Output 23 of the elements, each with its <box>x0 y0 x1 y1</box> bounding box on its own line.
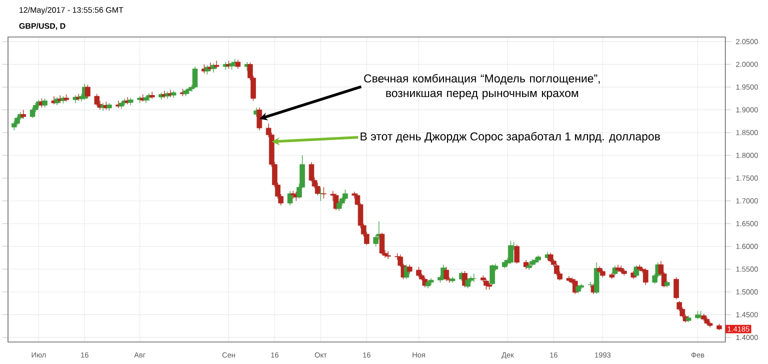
candlestick <box>42 98 48 108</box>
candlestick <box>416 266 422 278</box>
annotation: Свечная комбинация “Модель поглощение”, возникшая перед рыночным крахом <box>364 74 600 100</box>
text: 12/May/2017 - 13:55:56 GMT <box>20 6 124 14</box>
candlestick <box>30 107 36 118</box>
chart-title: GBP/USD, D <box>19 22 66 30</box>
candlestick <box>94 94 100 107</box>
candlestick <box>321 186 326 199</box>
candlestick <box>192 66 198 88</box>
candlestick <box>214 60 220 70</box>
candlestick <box>336 200 342 212</box>
candlestick <box>379 232 385 255</box>
candlestick <box>85 84 90 99</box>
candlestick <box>342 189 348 202</box>
candlestick <box>318 188 324 202</box>
candlestick <box>465 278 470 289</box>
candlestick <box>514 244 520 264</box>
candlestick <box>256 107 262 131</box>
candlestick <box>674 277 679 300</box>
annotation: В этот день Джордж Сорос заработал 1 млрд. долларов <box>360 132 660 143</box>
candlestick <box>406 264 412 274</box>
candlestick <box>11 120 17 131</box>
candlestick <box>444 266 450 282</box>
